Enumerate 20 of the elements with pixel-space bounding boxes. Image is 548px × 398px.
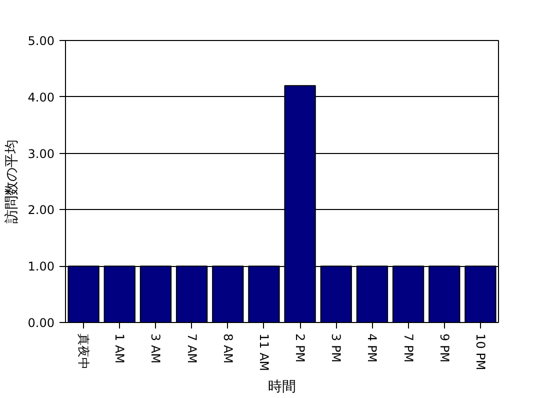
y-tick-label: 0.00	[28, 316, 54, 330]
x-tick-label: 9 PM	[437, 334, 452, 363]
x-axis-title: 時間	[268, 379, 296, 396]
x-tick-label: 3 PM	[329, 334, 344, 363]
x-tick-label: 11 AM	[256, 334, 271, 372]
x-tick-label: 7 AM	[184, 334, 199, 364]
x-tick-label: 4 PM	[365, 334, 380, 363]
x-tick-label: 真夜中	[76, 334, 91, 370]
y-tick-label: 4.00	[28, 90, 54, 104]
x-tick-label: 3 AM	[148, 334, 163, 364]
y-tick-label: 5.00	[28, 34, 54, 48]
x-tick-label: 7 PM	[401, 334, 416, 363]
x-tick-label: 2 PM	[293, 334, 308, 363]
x-tick-label: 8 AM	[220, 334, 235, 364]
y-tick-label: 2.00	[28, 203, 54, 218]
x-tick-label: 1 AM	[112, 334, 127, 364]
x-tick-label: 10 PM	[473, 334, 488, 370]
y-tick-label: 3.00	[28, 146, 54, 161]
y-axis-title: 訪問数の平均	[4, 140, 20, 224]
y-tick-label: 1.00	[28, 260, 54, 274]
